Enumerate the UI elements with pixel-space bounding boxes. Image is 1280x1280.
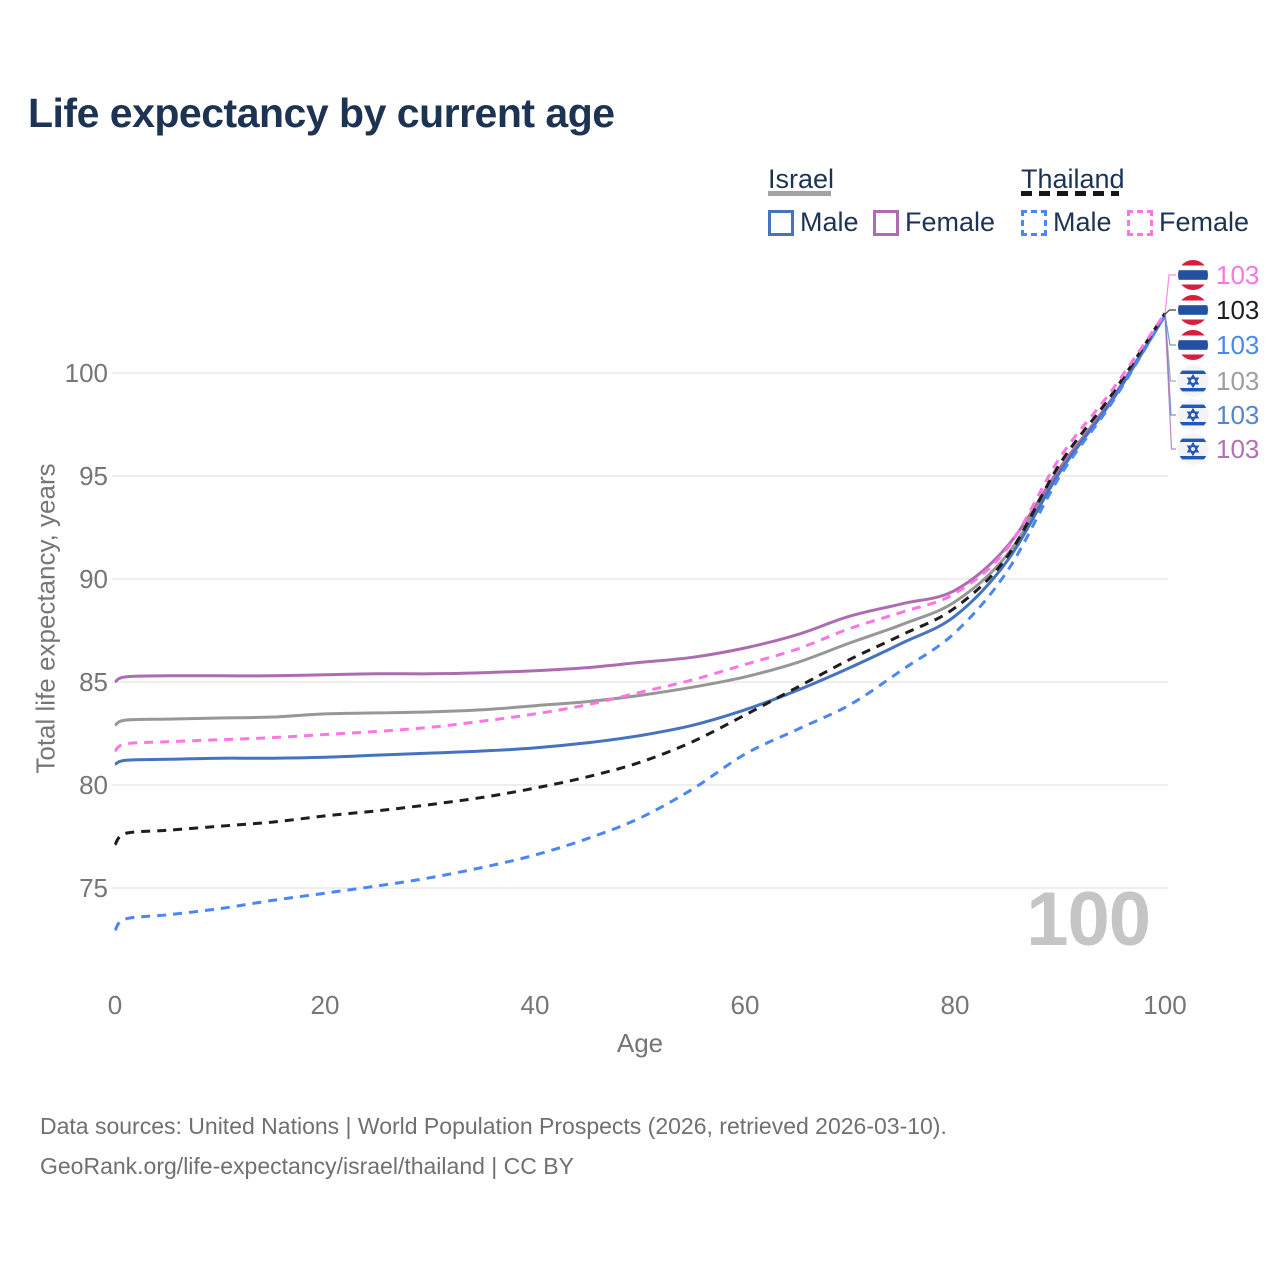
end-label-israel-all: 103 <box>1178 366 1259 396</box>
y-axis-tick-80: 80 <box>79 770 108 800</box>
end-label-thailand-female: 103 <box>1178 260 1259 290</box>
thailand-female-swatch-icon <box>1127 209 1153 236</box>
leader-line <box>1164 309 1176 315</box>
end-value: 103 <box>1216 366 1260 396</box>
end-label-israel-female: 103 <box>1178 434 1259 464</box>
israel-female-swatch-icon <box>873 209 899 236</box>
end-label-thailand-all: 103 <box>1178 295 1259 325</box>
legend-item-thailand-female[interactable]: Female <box>1127 207 1249 238</box>
y-axis-tick-100: 100 <box>64 358 108 388</box>
data-sources-text: Data sources: United Nations | World Pop… <box>40 1113 947 1139</box>
israel-flag-icon <box>1178 400 1208 430</box>
israel-flag-icon <box>1178 434 1208 464</box>
leader-line <box>1164 314 1176 450</box>
x-axis-tick-80: 80 <box>940 990 970 1020</box>
end-value: 103 <box>1216 295 1260 325</box>
series-line-thailand <box>113 312 1167 846</box>
end-value: 103 <box>1216 260 1260 290</box>
y-axis-title: Total life expectancy, years <box>30 463 61 774</box>
x-axis-tick-40: 40 <box>520 990 550 1020</box>
legend-item-thailand-male[interactable]: Male <box>1021 207 1112 238</box>
y-axis-tick-85: 85 <box>79 667 108 697</box>
legend-thailand-male-label: Male <box>1053 207 1112 237</box>
y-axis-tick-90: 90 <box>79 564 108 594</box>
age-watermark: 100 <box>1026 877 1151 962</box>
thailand-flag-icon <box>1178 260 1208 290</box>
israel-flag-icon <box>1178 366 1208 396</box>
x-axis-tick-60: 60 <box>730 990 760 1020</box>
series-line-thailand-female <box>113 312 1167 753</box>
series-line-thailand-male <box>113 314 1167 932</box>
legend-item-israel-female[interactable]: Female <box>873 207 995 238</box>
series-line-israel-male <box>114 314 1167 766</box>
end-value: 103 <box>1216 330 1260 360</box>
legend-israel-female-label: Female <box>905 207 996 237</box>
x-axis-title: Age <box>616 1028 664 1058</box>
page-title: Life expectancy by current age <box>28 90 615 136</box>
thailand-flag-icon <box>1178 330 1208 360</box>
leader-line <box>1164 314 1176 346</box>
end-value: 103 <box>1216 400 1260 430</box>
legend-israel-title: Israel <box>768 164 835 194</box>
legend-israel-line-sample <box>768 191 831 196</box>
x-axis-tick-100: 100 <box>1143 990 1187 1020</box>
legend-thailand-line-sample <box>1021 191 1119 196</box>
legend-israel-male-label: Male <box>800 207 859 237</box>
y-axis-tick-95: 95 <box>79 461 108 491</box>
legend-thailand-female-label: Female <box>1159 207 1250 237</box>
thailand-flag-icon <box>1178 295 1208 325</box>
israel-male-swatch-icon <box>768 209 794 236</box>
end-label-thailand-male: 103 <box>1178 330 1259 360</box>
end-label-israel-male: 103 <box>1178 400 1259 430</box>
footer: Data sources: United Nations | World Pop… <box>40 1106 1240 1186</box>
y-axis-tick-75: 75 <box>79 873 108 903</box>
x-axis-tick-20: 20 <box>310 990 340 1020</box>
legend-thailand-title: Thailand <box>1021 164 1125 194</box>
thailand-male-swatch-icon <box>1021 209 1047 236</box>
leader-line <box>1164 274 1176 315</box>
attribution-text: GeoRank.org/life-expectancy/israel/thail… <box>40 1153 574 1179</box>
end-value: 103 <box>1216 434 1260 464</box>
x-axis-tick-0: 0 <box>107 990 123 1020</box>
legend-item-israel-male[interactable]: Male <box>768 207 859 238</box>
series-line-israel-female <box>114 314 1167 684</box>
